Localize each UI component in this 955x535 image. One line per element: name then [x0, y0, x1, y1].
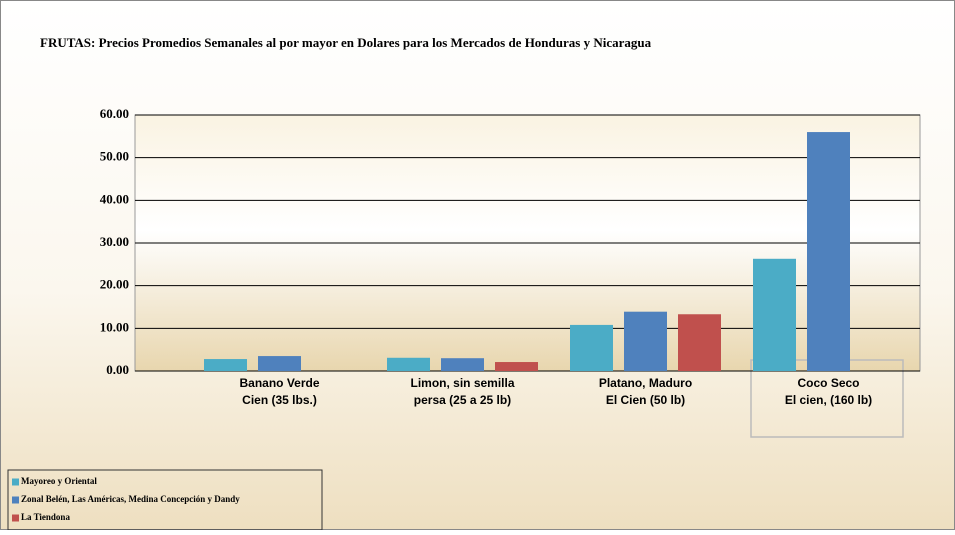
bar	[678, 314, 721, 371]
legend-swatch	[12, 478, 19, 486]
y-tick-label: 0.00	[106, 362, 129, 377]
legend-swatch	[12, 514, 19, 522]
bar	[387, 357, 430, 371]
y-tick-label: 30.00	[100, 234, 129, 249]
x-tick-label: El cien, (160 lb)	[785, 393, 872, 407]
y-tick-label: 50.00	[100, 149, 129, 164]
y-tick-label: 60.00	[100, 106, 129, 121]
x-tick-label: Platano, Maduro	[599, 376, 692, 390]
bar	[624, 311, 667, 371]
y-tick-label: 10.00	[100, 319, 129, 334]
bar	[258, 356, 301, 371]
x-tick-label: Coco Seco	[797, 376, 859, 390]
x-tick-label: El Cien (50 lb)	[606, 393, 685, 407]
bar	[495, 362, 538, 371]
bar	[753, 258, 796, 371]
legend-label: La Tiendona	[21, 512, 70, 522]
x-tick-label: persa (25 a 25 lb)	[414, 393, 511, 407]
bar	[204, 359, 247, 371]
bar	[441, 358, 484, 371]
y-tick-label: 20.00	[100, 277, 129, 292]
bar	[807, 132, 850, 371]
legend-swatch	[12, 496, 19, 504]
legend-label: Zonal Belén, Las Américas, Medina Concep…	[21, 494, 240, 504]
bar	[570, 324, 613, 371]
x-tick-label: Banano Verde	[239, 376, 319, 390]
x-tick-label: Limon, sin semilla	[410, 376, 514, 390]
y-tick-label: 40.00	[100, 191, 129, 206]
chart-title: FRUTAS: Precios Promedios Semanales al p…	[40, 35, 652, 50]
legend-label: Mayoreo y Oriental	[21, 476, 97, 486]
x-tick-label: Cien (35 lbs.)	[242, 393, 317, 407]
